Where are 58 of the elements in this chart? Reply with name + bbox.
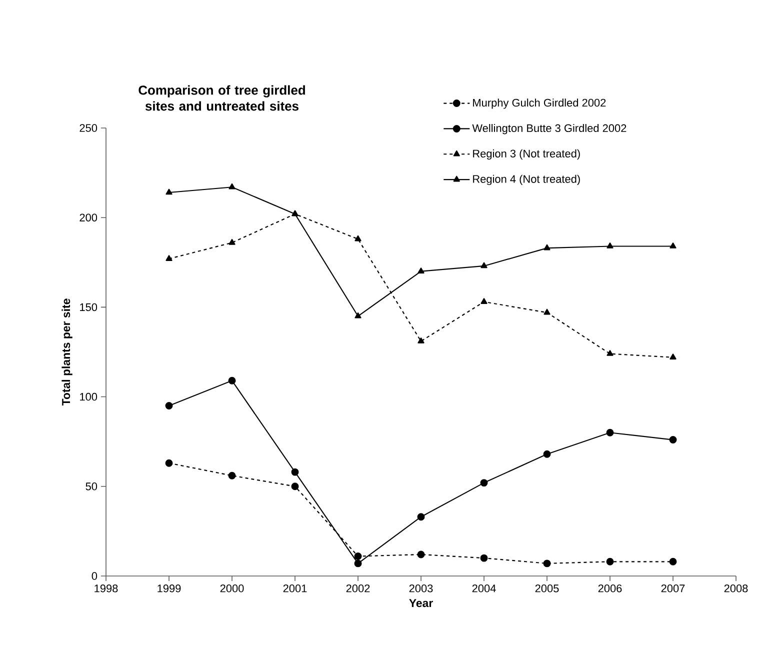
x-tick-label: 2004 [472, 584, 496, 592]
x-tick-label: 2000 [220, 584, 244, 592]
point [670, 242, 676, 248]
x-tick-label: 2001 [283, 584, 307, 592]
point [291, 482, 299, 490]
point [354, 312, 362, 318]
point [606, 350, 614, 356]
point [606, 242, 614, 248]
point [670, 354, 676, 360]
x-tick-label: 2002 [346, 584, 370, 592]
point [480, 479, 488, 487]
point [417, 513, 425, 521]
point [354, 552, 362, 560]
x-tick-label: 2003 [409, 584, 433, 592]
x-tick-label: 1999 [158, 584, 181, 592]
point [354, 560, 362, 568]
y-tick-label: 250 [80, 124, 98, 132]
point [669, 436, 677, 444]
point [480, 262, 488, 268]
point [228, 376, 236, 384]
point [165, 459, 173, 467]
point [228, 238, 236, 245]
y-tick-label: 0 [92, 572, 98, 580]
point [543, 450, 551, 458]
point [417, 550, 425, 558]
point [418, 268, 424, 274]
y-tick-label: 200 [80, 214, 98, 222]
legend-label: Wellington Butte 3 Girdled 2002 [472, 124, 626, 134]
point [480, 554, 488, 562]
y-axis-title: Total plants per site [62, 298, 72, 406]
x-tick-label: 2007 [661, 584, 685, 592]
x-tick-label: 2005 [535, 584, 559, 592]
point [228, 472, 236, 480]
point [544, 244, 550, 250]
point [228, 183, 236, 190]
point [354, 235, 362, 242]
x-axis-title: Year [409, 599, 433, 608]
x-tick-label: 2008 [724, 584, 748, 592]
point [543, 560, 551, 568]
point [606, 558, 614, 566]
x-tick-label: 1998 [94, 584, 118, 592]
point [669, 558, 677, 566]
point [166, 188, 172, 195]
point [480, 298, 488, 304]
legend-label: Region 4 (Not treated) [473, 174, 580, 186]
point [544, 308, 550, 315]
point [418, 337, 424, 344]
y-tick-label: 100 [80, 392, 98, 401]
point [606, 428, 614, 436]
point [165, 402, 173, 410]
y-tick-label: 150 [80, 303, 98, 312]
legend-label: Region 3 (Not treated) [473, 149, 580, 160]
x-tick-label: 2006 [598, 584, 622, 592]
y-tick-label: 50 [86, 482, 98, 490]
point [291, 468, 299, 476]
legend-label: Murphy Gulch Girdled 2002 [473, 98, 606, 109]
chart-title: Comparison of tree girdled sites and untreated sites [138, 85, 305, 111]
point [166, 255, 172, 261]
